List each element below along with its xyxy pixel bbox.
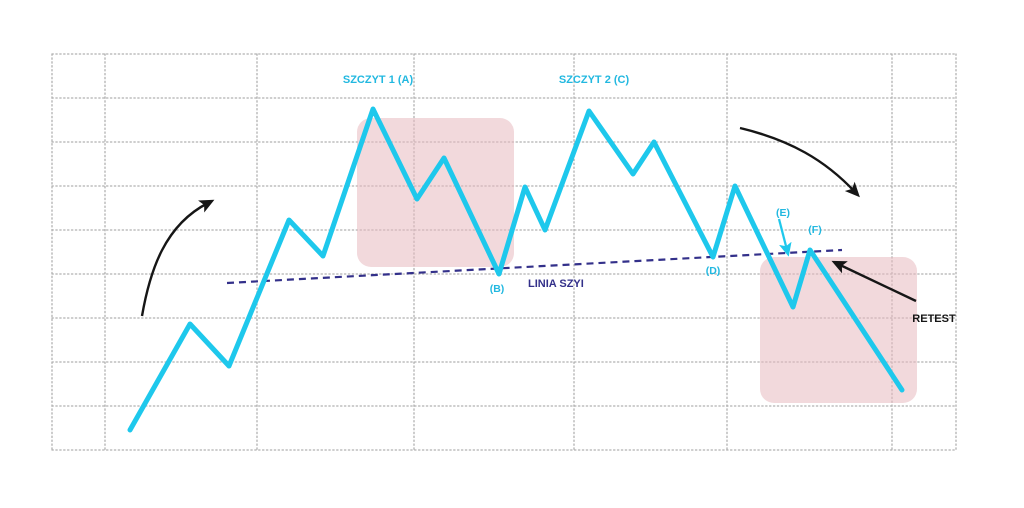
svg-text:(B): (B) [490, 283, 505, 295]
svg-text:(D): (D) [706, 265, 721, 277]
svg-text:RETEST: RETEST [912, 313, 956, 325]
svg-text:(E): (E) [776, 207, 790, 219]
svg-text:SZCZYT 1 (A): SZCZYT 1 (A) [343, 74, 414, 86]
svg-text:(F): (F) [808, 224, 821, 236]
svg-text:SZCZYT 2 (C): SZCZYT 2 (C) [559, 74, 630, 86]
svg-text:LINIA SZYI: LINIA SZYI [528, 278, 584, 290]
